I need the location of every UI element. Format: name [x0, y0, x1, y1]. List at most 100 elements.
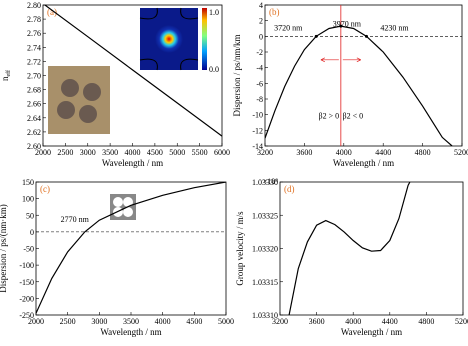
y-tick-label: 2.80	[27, 1, 41, 10]
panel-label: (a)	[47, 7, 57, 17]
colorbar-label: 1.0	[209, 8, 219, 17]
annotation: 4230 nm	[380, 23, 409, 32]
y-tick-label: 4	[259, 1, 263, 10]
y-multiplier: ×10⁸	[263, 177, 279, 186]
y-tick-label: 1.03310	[252, 311, 278, 320]
y-axis-label: Group velocity / m/s	[235, 211, 245, 286]
x-axis-label: Wavelength / nm	[341, 327, 402, 337]
annotation: 3970 nm	[333, 19, 362, 28]
y-tick-label: -2	[256, 48, 263, 57]
x-tick-label: 3000	[91, 317, 107, 326]
x-tick-label: 6000	[214, 148, 230, 157]
annotation: β2 > 0	[319, 111, 340, 120]
y-tick-label: 2.64	[27, 114, 41, 123]
x-tick-label: 4500	[186, 317, 202, 326]
y-tick-label: -250	[19, 311, 34, 320]
y-tick-label: 1.03325	[252, 211, 278, 220]
y-tick-label: 2.78	[27, 15, 41, 24]
colorbar-label: 0.0	[209, 65, 219, 74]
y-tick-label: -10	[252, 111, 263, 120]
x-tick-label: 2500	[60, 317, 76, 326]
panel-label: (d)	[284, 184, 295, 194]
x-axis-label: Wavelength / nm	[102, 158, 163, 168]
y-tick-label: 1.03330	[252, 178, 278, 187]
annotation: 3720 nm	[274, 23, 303, 32]
x-tick-label: 4000	[125, 148, 141, 157]
y-axis-label-main: Dispersion / ps/(nm·km)	[0, 204, 8, 293]
x-tick-label: 3000	[80, 148, 96, 157]
x-tick-label: 3200	[257, 148, 273, 157]
x-tick-label: 3600	[309, 317, 325, 326]
x-tick-label: 2000	[35, 148, 51, 157]
y-tick-label: 2.68	[27, 86, 41, 95]
y-tick-label: 2.76	[27, 29, 41, 38]
y-tick-label: 1.03320	[252, 245, 278, 254]
y-tick-label: -6	[256, 79, 263, 88]
x-tick-label: 4400	[375, 148, 391, 157]
inset-fiber	[110, 194, 136, 220]
x-axis-label: Wavelength / nm	[333, 158, 394, 168]
x-tick-label: 2000	[28, 317, 44, 326]
x-tick-label: 4000	[345, 317, 361, 326]
y-tick-label: 0	[30, 228, 34, 237]
arrows	[320, 57, 362, 63]
x-tick-label: 5000	[169, 148, 185, 157]
y-tick-label: 2.66	[27, 100, 41, 109]
x-axis-label: Wavelength / nm	[100, 327, 161, 337]
x-tick-label: 4400	[382, 317, 398, 326]
x-tick-label: 5500	[192, 148, 208, 157]
y-axis-label: Dispersion / ps/(nm·km)	[0, 204, 8, 293]
plot-frame	[279, 181, 464, 316]
annotation: 2770 nm	[61, 215, 90, 224]
x-tick-label: 4800	[415, 148, 431, 157]
x-tick-label: 5200	[455, 317, 468, 326]
panel-label: (c)	[40, 184, 50, 194]
x-tick-label: 3500	[102, 148, 118, 157]
x-tick-label: 4800	[418, 317, 434, 326]
inset-mode	[139, 7, 207, 71]
y-tick-label: 2.72	[27, 57, 41, 66]
curve	[265, 25, 453, 146]
y-axis-label-main: n	[0, 76, 10, 81]
point-marker	[339, 24, 343, 28]
y-tick-label: -100	[19, 261, 34, 270]
x-tick-label: 4000	[155, 317, 171, 326]
y-tick-label: -8	[256, 95, 263, 104]
y-tick-label: -50	[23, 245, 34, 254]
y-tick-label: 2.74	[27, 43, 41, 52]
y-tick-label: 2	[259, 17, 263, 26]
y-tick-label: 100	[22, 195, 34, 204]
x-tick-label: 5200	[454, 148, 468, 157]
x-tick-label: 5000	[218, 317, 234, 326]
y-tick-label: -150	[19, 278, 34, 287]
point-marker	[314, 34, 318, 38]
x-tick-label: 3600	[296, 148, 312, 157]
y-axis-label-main: Group velocity / m/s	[235, 211, 245, 286]
y-tick-label: 1.03315	[252, 278, 278, 287]
y-tick-label: -200	[19, 294, 34, 303]
curve	[288, 182, 411, 315]
y-axis-label-sub: eff	[5, 70, 12, 77]
y-axis-label: neff	[0, 70, 12, 81]
y-tick-label: 50	[26, 211, 34, 220]
inset-photo	[48, 66, 110, 134]
y-tick-label: -4	[256, 64, 263, 73]
x-tick-label: 2500	[57, 148, 73, 157]
y-tick-label: 2.62	[27, 128, 41, 137]
y-tick-label: -14	[252, 142, 263, 151]
plot-frame	[264, 4, 463, 147]
y-axis-label: Dispersion / ps/nm/km	[232, 34, 242, 116]
curve	[43, 5, 222, 137]
y-tick-label: 0	[259, 32, 263, 41]
panel-label: (b)	[269, 7, 280, 17]
curve	[36, 182, 226, 314]
y-axis-label-main: Dispersion / ps/nm/km	[232, 34, 242, 116]
point-marker	[364, 34, 368, 38]
x-tick-label: 3200	[272, 317, 288, 326]
y-tick-label: 150	[22, 178, 34, 187]
x-tick-label: 4000	[336, 148, 352, 157]
y-tick-label: 2.60	[27, 142, 41, 151]
annotation: β2 < 0	[343, 111, 364, 120]
y-tick-label: 2.70	[27, 72, 41, 81]
